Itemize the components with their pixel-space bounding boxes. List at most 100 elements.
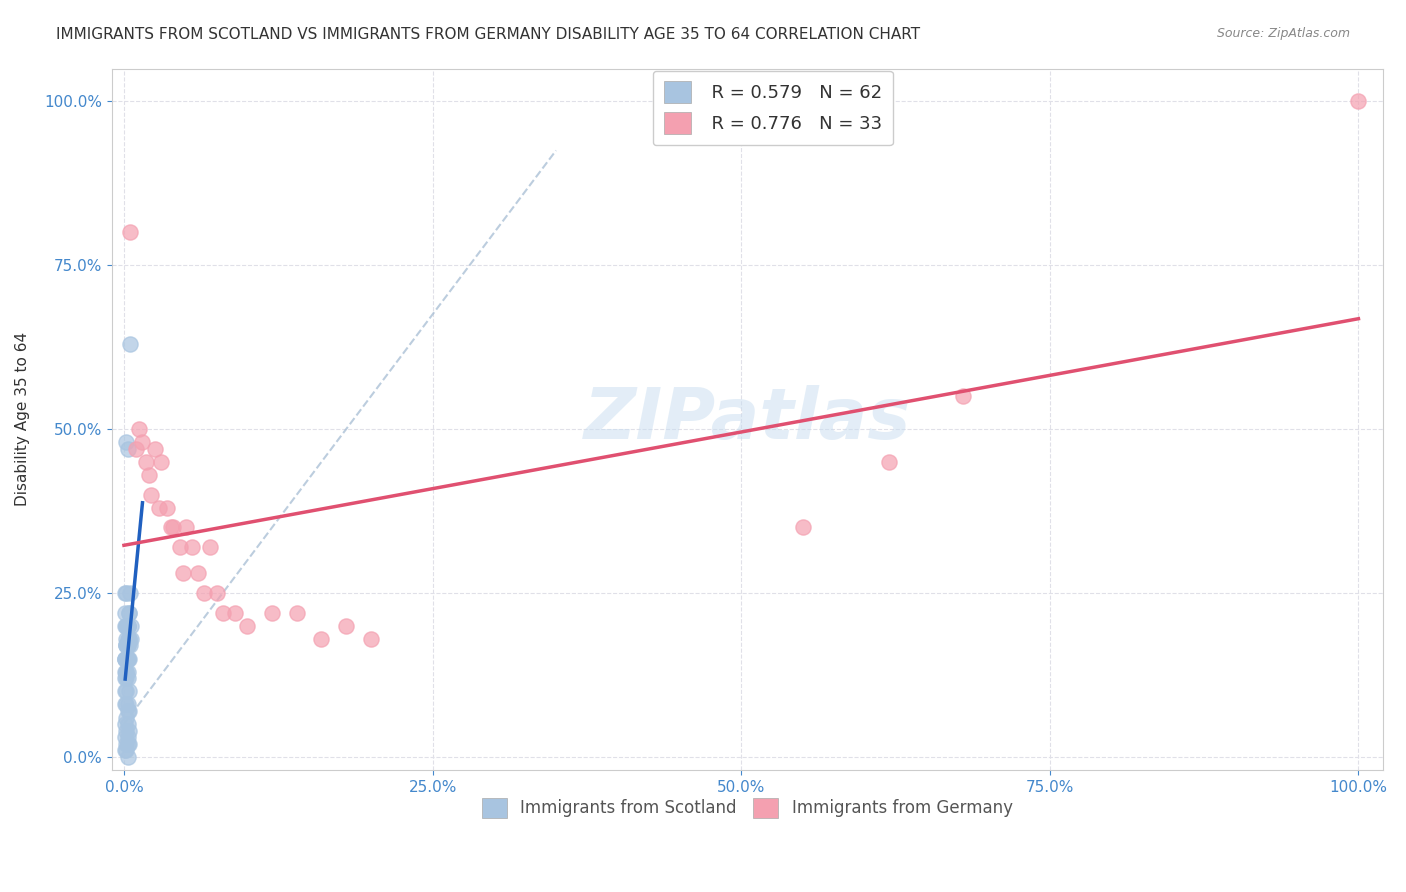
Point	[139, 488, 162, 502]
Point	[311, 632, 333, 646]
Point	[117, 619, 139, 633]
Point	[118, 651, 141, 665]
Point	[115, 435, 138, 450]
Point	[128, 422, 150, 436]
Point	[114, 619, 136, 633]
Point	[174, 520, 197, 534]
Point	[120, 586, 142, 600]
Point	[114, 651, 136, 665]
Point	[200, 540, 222, 554]
Point	[120, 632, 142, 646]
Point	[115, 632, 138, 646]
Point	[117, 750, 139, 764]
Point	[138, 467, 160, 482]
Point	[262, 606, 284, 620]
Point	[118, 723, 141, 738]
Point	[118, 632, 141, 646]
Point	[117, 639, 139, 653]
Point	[115, 639, 138, 653]
Point	[117, 639, 139, 653]
Point	[180, 540, 202, 554]
Point	[172, 566, 194, 581]
Point	[117, 671, 139, 685]
Point	[115, 665, 138, 679]
Point	[118, 684, 141, 698]
Point	[120, 337, 142, 351]
Point	[115, 665, 138, 679]
Point	[117, 619, 139, 633]
Point	[115, 586, 138, 600]
Point	[162, 520, 184, 534]
Point	[118, 737, 141, 751]
Point	[193, 586, 215, 600]
Point	[117, 704, 139, 718]
Point	[114, 586, 136, 600]
Point	[114, 698, 136, 712]
Point	[117, 698, 139, 712]
Y-axis label: Disability Age 35 to 64: Disability Age 35 to 64	[15, 332, 30, 507]
Point	[115, 743, 138, 757]
Point	[187, 566, 209, 581]
Point	[115, 651, 138, 665]
Point	[115, 698, 138, 712]
Point	[118, 632, 141, 646]
Point	[114, 743, 136, 757]
Point	[160, 520, 183, 534]
Point	[117, 651, 139, 665]
Point	[117, 632, 139, 646]
Point	[115, 710, 138, 724]
Point	[117, 665, 139, 679]
Point	[114, 671, 136, 685]
Point	[115, 737, 138, 751]
Point	[117, 651, 139, 665]
Point	[131, 435, 153, 450]
Point	[114, 717, 136, 731]
Point	[120, 639, 142, 653]
Point	[115, 639, 138, 653]
Point	[205, 586, 228, 600]
Point	[117, 442, 139, 456]
Point	[114, 684, 136, 698]
Point	[952, 389, 974, 403]
Point	[236, 619, 259, 633]
Point	[120, 226, 142, 240]
Point	[115, 684, 138, 698]
Point	[360, 632, 382, 646]
Point	[118, 704, 141, 718]
Point	[135, 455, 157, 469]
Point	[115, 639, 138, 653]
Point	[224, 606, 246, 620]
Point	[117, 737, 139, 751]
Point	[143, 442, 166, 456]
Point	[120, 619, 142, 633]
Point	[114, 606, 136, 620]
Point	[114, 665, 136, 679]
Text: IMMIGRANTS FROM SCOTLAND VS IMMIGRANTS FROM GERMANY DISABILITY AGE 35 TO 64 CORR: IMMIGRANTS FROM SCOTLAND VS IMMIGRANTS F…	[56, 27, 921, 42]
Point	[1347, 95, 1369, 109]
Point	[114, 651, 136, 665]
Point	[285, 606, 308, 620]
Point	[211, 606, 233, 620]
Text: Source: ZipAtlas.com: Source: ZipAtlas.com	[1216, 27, 1350, 40]
Legend: Immigrants from Scotland, Immigrants from Germany: Immigrants from Scotland, Immigrants fro…	[475, 791, 1019, 825]
Point	[118, 606, 141, 620]
Point	[879, 455, 901, 469]
Point	[335, 619, 357, 633]
Point	[115, 671, 138, 685]
Point	[148, 500, 170, 515]
Point	[169, 540, 191, 554]
Point	[125, 442, 148, 456]
Point	[118, 606, 141, 620]
Point	[156, 500, 179, 515]
Point	[117, 619, 139, 633]
Point	[115, 619, 138, 633]
Point	[114, 651, 136, 665]
Point	[115, 723, 138, 738]
Point	[792, 520, 814, 534]
Point	[114, 730, 136, 744]
Text: ZIPatlas: ZIPatlas	[583, 384, 911, 454]
Point	[117, 717, 139, 731]
Point	[150, 455, 173, 469]
Point	[115, 619, 138, 633]
Point	[117, 730, 139, 744]
